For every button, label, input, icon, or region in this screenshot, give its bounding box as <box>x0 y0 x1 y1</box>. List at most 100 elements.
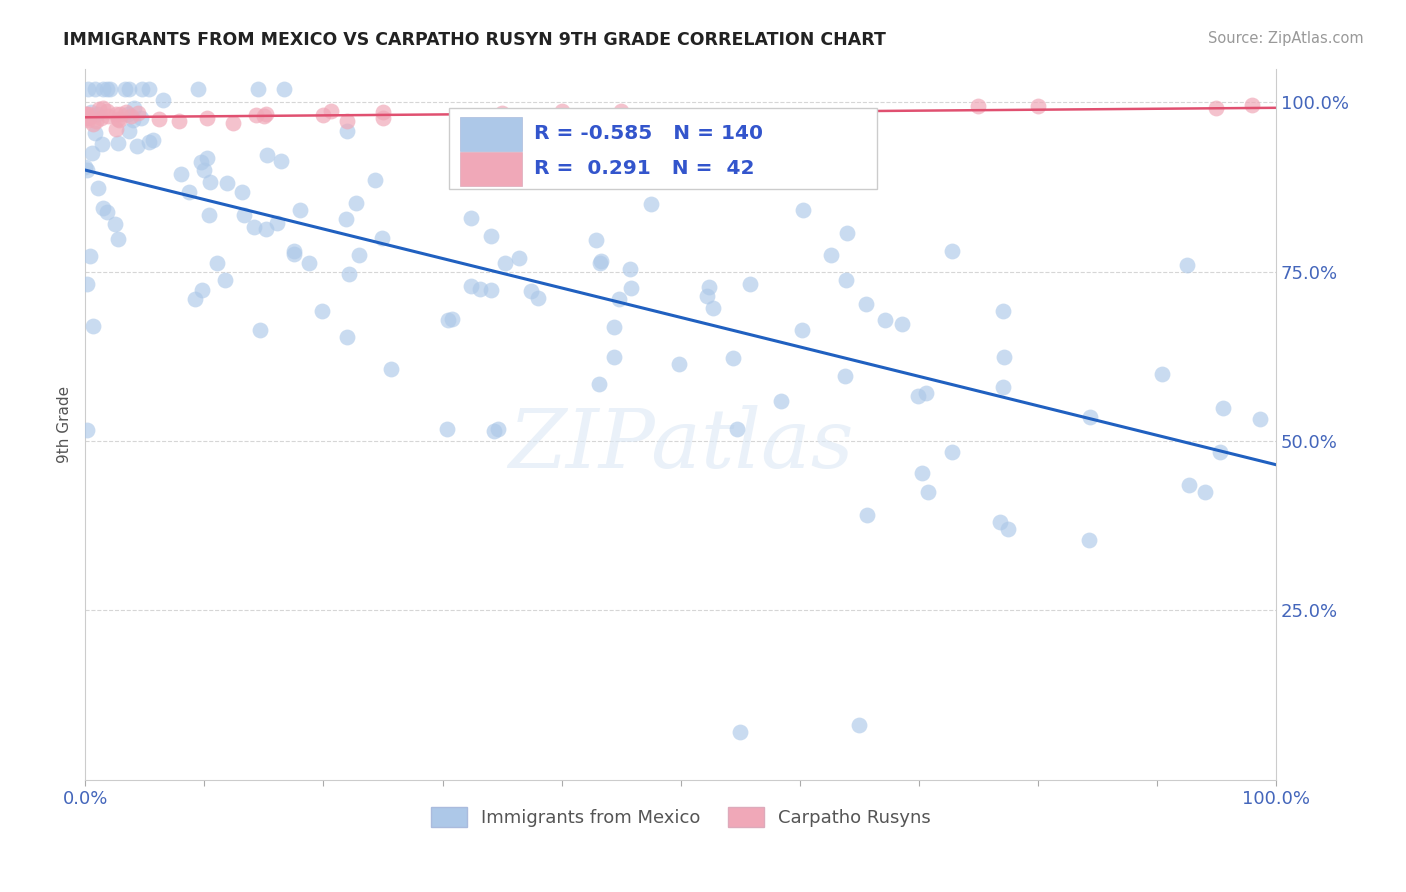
Point <box>98 82 121 96</box>
Text: R =  0.291   N =  42: R = 0.291 N = 42 <box>534 160 755 178</box>
Point <box>993 380 1015 394</box>
Point <box>337 267 360 281</box>
Point <box>482 424 505 438</box>
Point <box>891 318 914 332</box>
Point <box>104 122 127 136</box>
Point <box>363 173 385 187</box>
Point <box>233 208 256 222</box>
Point <box>481 228 503 243</box>
Point <box>120 109 142 123</box>
Point <box>256 148 278 162</box>
Point <box>941 445 963 459</box>
Point <box>97 109 120 123</box>
Point <box>1026 99 1049 113</box>
Point <box>82 146 104 161</box>
Point <box>283 244 305 258</box>
Point <box>1241 98 1264 112</box>
Point <box>1177 478 1199 492</box>
Point <box>491 106 513 120</box>
Point <box>738 277 761 291</box>
Point <box>249 322 271 336</box>
Point <box>672 134 695 148</box>
Point <box>222 116 245 130</box>
Point <box>86 180 108 194</box>
Point <box>312 108 335 122</box>
Point <box>115 105 138 120</box>
Text: R = -0.585   N = 140: R = -0.585 N = 140 <box>534 124 763 144</box>
Point <box>519 284 541 298</box>
Point <box>84 113 107 128</box>
Point <box>697 280 720 294</box>
Point <box>270 154 292 169</box>
Point <box>436 422 458 436</box>
Text: IMMIGRANTS FROM MEXICO VS CARPATHO RUSYN 9TH GRADE CORRELATION CHART: IMMIGRANTS FROM MEXICO VS CARPATHO RUSYN… <box>63 31 886 49</box>
Point <box>193 162 215 177</box>
Point <box>90 112 112 126</box>
Point <box>138 135 160 149</box>
Point <box>607 292 630 306</box>
Point <box>96 103 118 118</box>
Point <box>527 109 550 123</box>
Point <box>179 185 201 199</box>
FancyBboxPatch shape <box>449 108 877 189</box>
Point <box>792 202 814 217</box>
Point <box>1194 485 1216 500</box>
Point <box>1152 367 1174 381</box>
Point <box>790 323 813 337</box>
Point <box>245 108 267 122</box>
Point <box>247 82 270 96</box>
Point <box>855 508 877 522</box>
Point <box>725 422 748 436</box>
Point <box>104 217 127 231</box>
Point <box>96 205 118 219</box>
Point <box>835 226 858 240</box>
Point <box>834 368 856 383</box>
Point <box>993 351 1015 365</box>
Point <box>198 175 221 189</box>
Point <box>321 104 343 119</box>
Point <box>917 485 939 500</box>
Point <box>311 303 333 318</box>
Point <box>1077 533 1099 548</box>
Point <box>86 107 108 121</box>
Point <box>131 82 153 96</box>
Point <box>91 82 114 96</box>
Point <box>76 111 98 125</box>
Point <box>336 124 359 138</box>
Point <box>77 107 100 121</box>
Point <box>486 422 509 436</box>
Point <box>1205 101 1227 115</box>
Point <box>619 280 641 294</box>
Point <box>87 102 110 116</box>
Point <box>91 137 114 152</box>
Point <box>75 161 97 175</box>
Point <box>470 282 492 296</box>
Point <box>152 93 174 107</box>
Point <box>76 277 98 291</box>
Text: Source: ZipAtlas.com: Source: ZipAtlas.com <box>1208 31 1364 46</box>
Point <box>1175 258 1198 272</box>
Point <box>585 233 607 247</box>
Point <box>380 362 402 376</box>
Point <box>91 202 114 216</box>
Point <box>243 220 266 235</box>
Point <box>619 261 641 276</box>
Point <box>728 725 751 739</box>
FancyBboxPatch shape <box>460 152 522 186</box>
Point <box>108 106 131 120</box>
Point <box>1209 444 1232 458</box>
Point <box>77 82 100 96</box>
Point <box>96 82 118 96</box>
Point <box>344 196 367 211</box>
Point <box>1212 401 1234 416</box>
Point <box>131 112 153 126</box>
Point <box>75 107 97 121</box>
Point <box>195 112 218 126</box>
Point <box>991 304 1014 318</box>
Point <box>125 138 148 153</box>
Point <box>460 211 482 225</box>
Point <box>454 137 477 152</box>
Point <box>117 107 139 121</box>
Point <box>911 467 934 481</box>
Point <box>820 247 842 261</box>
